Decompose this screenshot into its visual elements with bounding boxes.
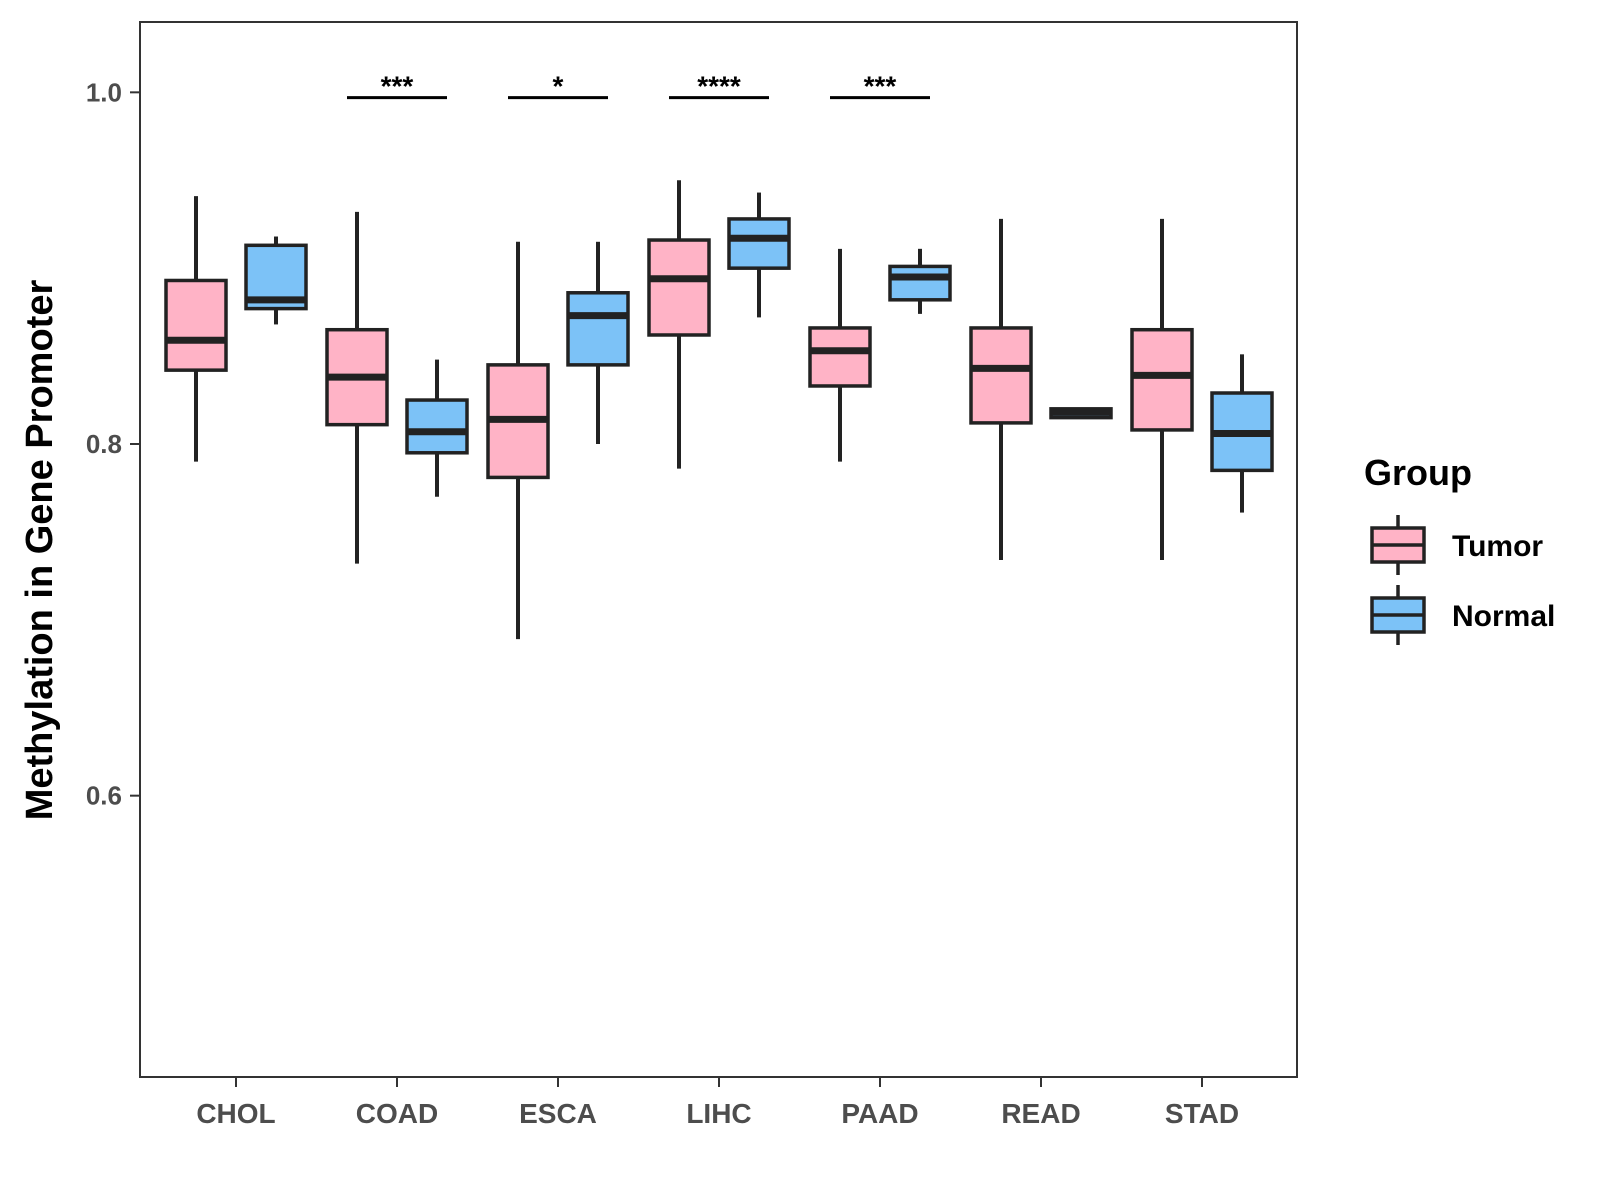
box-iqr — [888, 264, 952, 302]
box-tumor-lihc — [647, 180, 711, 469]
significance-label: * — [553, 71, 564, 102]
box-tumor-paad — [808, 248, 872, 462]
box-iqr — [647, 238, 711, 337]
box-tumor-chol — [164, 196, 228, 462]
x-tick-label: LIHC — [686, 1098, 751, 1129]
box-normal-lihc — [727, 192, 791, 318]
box-iqr — [727, 217, 791, 270]
legend-label-normal: Normal — [1452, 600, 1555, 633]
significance-label: **** — [697, 71, 741, 102]
box-normal-coad — [405, 359, 469, 497]
box-tumor-coad — [325, 211, 389, 564]
x-tick-label: STAD — [1165, 1098, 1239, 1129]
y-axis-title: Methylation in Gene Promoter — [19, 280, 61, 821]
box-tumor-stad — [1130, 218, 1194, 561]
significance-annotations: *** * **** *** — [347, 71, 930, 102]
box-iqr — [808, 326, 872, 388]
legend: Group Tumor Normal — [1364, 452, 1555, 645]
y-axis: 0.6 0.8 1.0 — [86, 77, 140, 811]
x-tick-label: COAD — [356, 1098, 438, 1129]
box-tumor-read — [969, 218, 1033, 561]
legend-label-tumor: Tumor — [1452, 530, 1543, 563]
box-iqr — [566, 291, 630, 367]
box-iqr — [1130, 327, 1194, 432]
y-tick-label: 0.8 — [86, 429, 122, 459]
significance-label: *** — [864, 71, 897, 102]
box-series — [164, 180, 1274, 640]
box-normal-esca — [566, 241, 630, 444]
box-tumor-esca — [486, 241, 550, 640]
box-iqr — [405, 398, 469, 455]
box-iqr — [969, 326, 1033, 425]
box-iqr — [164, 278, 228, 372]
box-normal-stad — [1210, 354, 1274, 513]
box-normal-paad — [888, 248, 952, 314]
plot-panel — [139, 21, 1298, 1078]
legend-title: Group — [1364, 452, 1472, 493]
x-axis: CHOL COAD ESCA LIHC PAAD READ STAD — [196, 1077, 1239, 1129]
x-tick-label: CHOL — [196, 1098, 275, 1129]
y-tick-label: 0.6 — [86, 781, 122, 811]
box-normal-read — [1049, 407, 1113, 420]
box-normal-chol — [244, 236, 308, 325]
x-tick-label: READ — [1001, 1098, 1080, 1129]
x-tick-label: PAAD — [841, 1098, 918, 1129]
y-tick-label: 1.0 — [86, 77, 122, 107]
significance-label: *** — [381, 71, 414, 102]
x-tick-label: ESCA — [519, 1098, 597, 1129]
